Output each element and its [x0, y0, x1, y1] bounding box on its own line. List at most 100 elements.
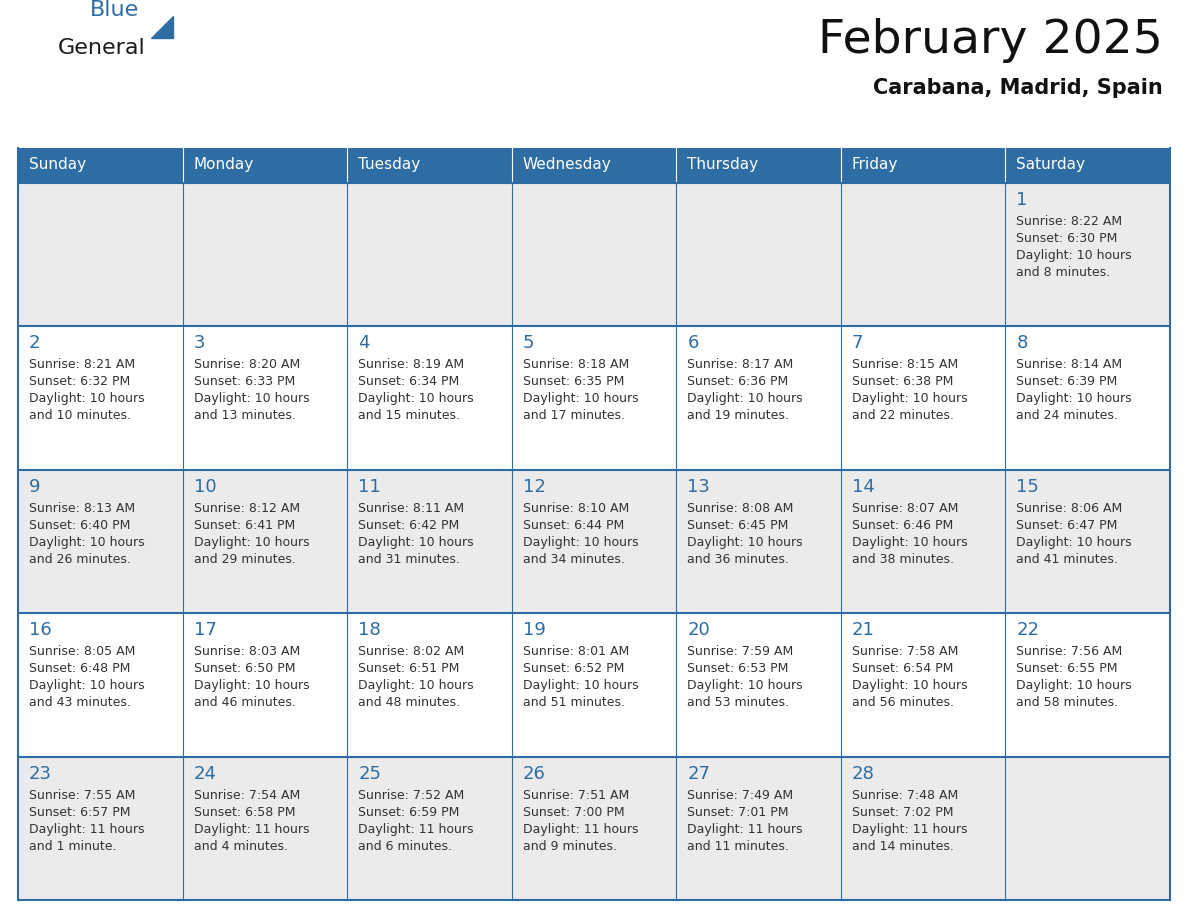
Text: Sunset: 6:33 PM: Sunset: 6:33 PM [194, 375, 295, 388]
Text: 18: 18 [358, 621, 381, 639]
Bar [18, 148, 1170, 183]
Text: and 15 minutes.: and 15 minutes. [358, 409, 460, 422]
Text: Saturday: Saturday [1017, 157, 1086, 172]
Text: 25: 25 [358, 765, 381, 783]
Text: and 4 minutes.: and 4 minutes. [194, 840, 287, 853]
Text: Sunset: 7:02 PM: Sunset: 7:02 PM [852, 806, 953, 819]
Text: Sunset: 6:42 PM: Sunset: 6:42 PM [358, 519, 460, 532]
Text: and 43 minutes.: and 43 minutes. [29, 696, 131, 710]
Text: Daylight: 11 hours: Daylight: 11 hours [358, 823, 474, 835]
Text: Daylight: 10 hours: Daylight: 10 hours [358, 536, 474, 549]
Text: Sunrise: 8:15 AM: Sunrise: 8:15 AM [852, 358, 958, 372]
Text: and 51 minutes.: and 51 minutes. [523, 696, 625, 710]
Text: Daylight: 11 hours: Daylight: 11 hours [688, 823, 803, 835]
Text: and 26 minutes.: and 26 minutes. [29, 553, 131, 565]
Text: Daylight: 10 hours: Daylight: 10 hours [688, 392, 803, 406]
Text: Sunrise: 7:54 AM: Sunrise: 7:54 AM [194, 789, 299, 801]
Text: Daylight: 10 hours: Daylight: 10 hours [29, 536, 145, 549]
Text: Sunrise: 7:52 AM: Sunrise: 7:52 AM [358, 789, 465, 801]
Text: Sunset: 6:50 PM: Sunset: 6:50 PM [194, 662, 295, 676]
Text: Sunrise: 8:03 AM: Sunrise: 8:03 AM [194, 645, 299, 658]
Text: Sunset: 6:38 PM: Sunset: 6:38 PM [852, 375, 953, 388]
Text: Thursday: Thursday [688, 157, 758, 172]
Text: Daylight: 10 hours: Daylight: 10 hours [358, 679, 474, 692]
Text: Sunset: 6:30 PM: Sunset: 6:30 PM [1017, 232, 1118, 245]
Text: Sunrise: 7:49 AM: Sunrise: 7:49 AM [688, 789, 794, 801]
Text: 2: 2 [29, 334, 40, 353]
Text: Daylight: 10 hours: Daylight: 10 hours [852, 679, 967, 692]
Text: 6: 6 [688, 334, 699, 353]
Text: Sunset: 6:52 PM: Sunset: 6:52 PM [523, 662, 624, 676]
Text: 19: 19 [523, 621, 545, 639]
Text: Sunset: 6:40 PM: Sunset: 6:40 PM [29, 519, 131, 532]
Text: Friday: Friday [852, 157, 898, 172]
Text: Daylight: 10 hours: Daylight: 10 hours [852, 536, 967, 549]
Text: Sunrise: 7:55 AM: Sunrise: 7:55 AM [29, 789, 135, 801]
Text: Sunset: 6:59 PM: Sunset: 6:59 PM [358, 806, 460, 819]
Bar [18, 470, 1170, 613]
Text: Sunset: 6:54 PM: Sunset: 6:54 PM [852, 662, 953, 676]
Text: Daylight: 11 hours: Daylight: 11 hours [29, 823, 145, 835]
Text: and 6 minutes.: and 6 minutes. [358, 840, 453, 853]
Text: Sunrise: 7:56 AM: Sunrise: 7:56 AM [1017, 645, 1123, 658]
Text: Sunset: 6:36 PM: Sunset: 6:36 PM [688, 375, 789, 388]
Text: and 8 minutes.: and 8 minutes. [1017, 266, 1111, 279]
Text: 1: 1 [1017, 191, 1028, 209]
Text: Sunrise: 7:59 AM: Sunrise: 7:59 AM [688, 645, 794, 658]
Text: Daylight: 11 hours: Daylight: 11 hours [194, 823, 309, 835]
Text: and 58 minutes.: and 58 minutes. [1017, 696, 1119, 710]
Text: 12: 12 [523, 477, 545, 496]
Text: Sunrise: 8:13 AM: Sunrise: 8:13 AM [29, 502, 135, 515]
Text: Carabana, Madrid, Spain: Carabana, Madrid, Spain [873, 78, 1163, 98]
Text: 28: 28 [852, 765, 874, 783]
Text: Sunset: 6:46 PM: Sunset: 6:46 PM [852, 519, 953, 532]
Text: Sunrise: 8:22 AM: Sunrise: 8:22 AM [1017, 215, 1123, 228]
Text: Daylight: 10 hours: Daylight: 10 hours [852, 392, 967, 406]
Text: Tuesday: Tuesday [358, 157, 421, 172]
Text: Sunrise: 8:10 AM: Sunrise: 8:10 AM [523, 502, 628, 515]
Text: 16: 16 [29, 621, 52, 639]
Bar [18, 327, 1170, 470]
Text: and 14 minutes.: and 14 minutes. [852, 840, 954, 853]
Text: Daylight: 10 hours: Daylight: 10 hours [1017, 536, 1132, 549]
Text: Sunset: 7:01 PM: Sunset: 7:01 PM [688, 806, 789, 819]
Bar [18, 183, 1170, 327]
Text: Sunset: 6:34 PM: Sunset: 6:34 PM [358, 375, 460, 388]
Text: Sunset: 6:44 PM: Sunset: 6:44 PM [523, 519, 624, 532]
Text: Sunset: 6:53 PM: Sunset: 6:53 PM [688, 662, 789, 676]
Text: Daylight: 10 hours: Daylight: 10 hours [1017, 249, 1132, 262]
Text: Sunset: 6:47 PM: Sunset: 6:47 PM [1017, 519, 1118, 532]
Polygon shape [151, 16, 173, 38]
Text: and 22 minutes.: and 22 minutes. [852, 409, 954, 422]
Text: Daylight: 10 hours: Daylight: 10 hours [358, 392, 474, 406]
Text: Daylight: 10 hours: Daylight: 10 hours [194, 679, 309, 692]
Text: Daylight: 10 hours: Daylight: 10 hours [29, 392, 145, 406]
Text: 8: 8 [1017, 334, 1028, 353]
Text: and 19 minutes.: and 19 minutes. [688, 409, 789, 422]
Text: 13: 13 [688, 477, 710, 496]
Text: Sunset: 6:41 PM: Sunset: 6:41 PM [194, 519, 295, 532]
Text: Daylight: 10 hours: Daylight: 10 hours [1017, 392, 1132, 406]
Text: 3: 3 [194, 334, 206, 353]
Text: Daylight: 11 hours: Daylight: 11 hours [852, 823, 967, 835]
Text: Daylight: 10 hours: Daylight: 10 hours [29, 679, 145, 692]
Text: Sunset: 6:48 PM: Sunset: 6:48 PM [29, 662, 131, 676]
Text: and 10 minutes.: and 10 minutes. [29, 409, 131, 422]
Text: Sunrise: 8:02 AM: Sunrise: 8:02 AM [358, 645, 465, 658]
Text: and 24 minutes.: and 24 minutes. [1017, 409, 1118, 422]
Text: 11: 11 [358, 477, 381, 496]
Text: General: General [58, 38, 146, 58]
Text: 9: 9 [29, 477, 40, 496]
Text: Sunrise: 8:18 AM: Sunrise: 8:18 AM [523, 358, 628, 372]
Text: Daylight: 10 hours: Daylight: 10 hours [523, 536, 638, 549]
Text: Daylight: 10 hours: Daylight: 10 hours [688, 679, 803, 692]
Text: and 38 minutes.: and 38 minutes. [852, 553, 954, 565]
Text: 20: 20 [688, 621, 710, 639]
Text: and 13 minutes.: and 13 minutes. [194, 409, 296, 422]
Text: Daylight: 10 hours: Daylight: 10 hours [194, 392, 309, 406]
Text: 22: 22 [1017, 621, 1040, 639]
Text: Sunrise: 8:01 AM: Sunrise: 8:01 AM [523, 645, 628, 658]
Text: and 41 minutes.: and 41 minutes. [1017, 553, 1118, 565]
Text: Sunrise: 8:05 AM: Sunrise: 8:05 AM [29, 645, 135, 658]
Text: 5: 5 [523, 334, 535, 353]
